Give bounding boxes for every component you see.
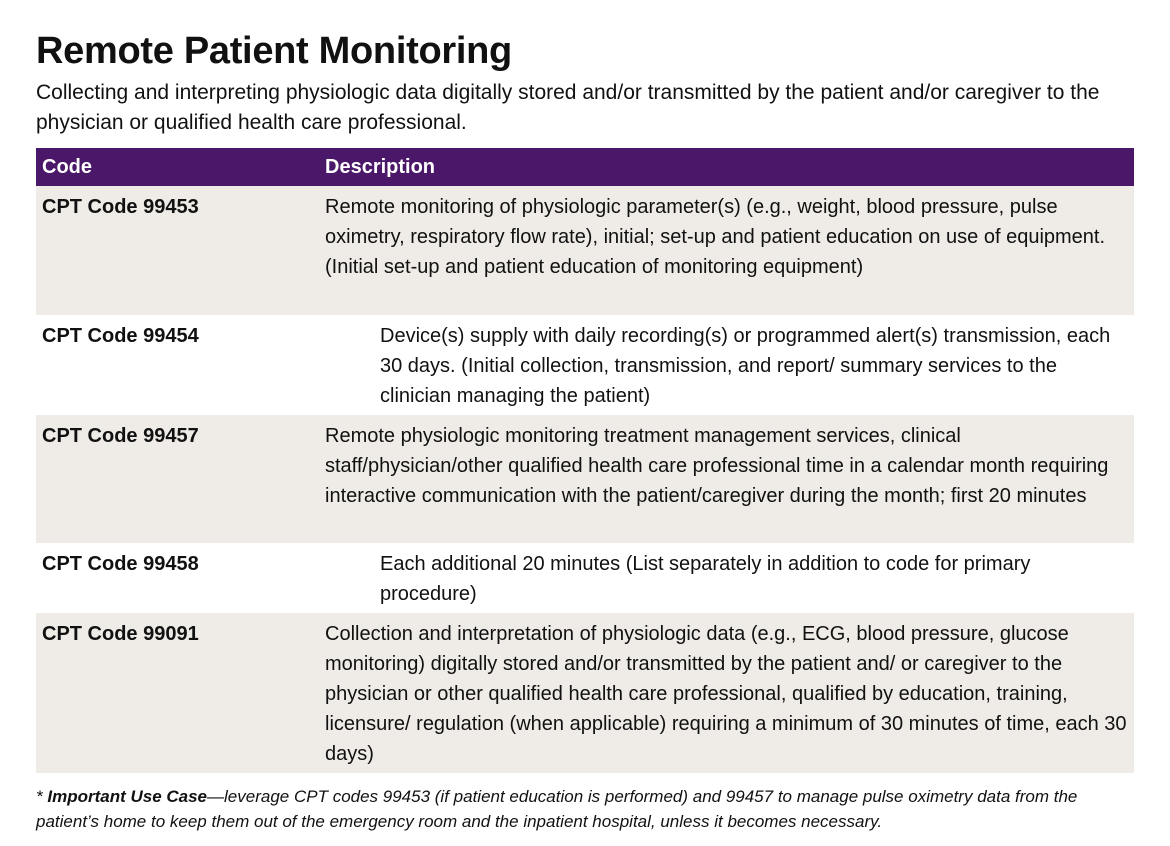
code-cell: CPT Code 99453 — [36, 186, 319, 315]
code-cell: CPT Code 99457 — [36, 415, 319, 543]
table-row: CPT Code 99453 Remote monitoring of physi… — [36, 186, 1134, 315]
header-row: Code Description — [36, 148, 1134, 186]
title: Remote Patient Monitoring — [36, 30, 512, 72]
code-cell: CPT Code 99454 — [42, 325, 199, 347]
footnote-label: Important Use Case — [47, 787, 208, 806]
table-row: CPT Code 99091 Collection and interpretat… — [36, 613, 1134, 773]
description-cell: Device(s) supply with daily recording(s)… — [380, 325, 1111, 407]
code-table: Code Description CPT Code 99453 Remote mo… — [36, 148, 1134, 773]
description-cell: Each additional 20 minutes (List separat… — [380, 553, 1031, 605]
code-cell: CPT Code 99458 — [42, 553, 199, 575]
description-cell: Collection and interpretation of physiol… — [319, 613, 1134, 773]
footnote-text: —leverage CPT codes 99453 (if patient ed… — [36, 787, 1078, 831]
footnote: * Important Use Case—leverage CPT codes … — [36, 784, 1126, 834]
table-row: CPT Code 99454 Device(s) supply with dail… — [36, 315, 1134, 415]
table-row: CPT Code 99458 Each additional 20 minutes… — [36, 543, 1134, 613]
description-cell: Remote monitoring of physiologic paramet… — [319, 186, 1134, 315]
footnote-marker: * — [36, 787, 43, 806]
description-cell: Remote physiologic monitoring treatment … — [319, 415, 1134, 543]
code-cell: CPT Code 99091 — [36, 613, 319, 773]
column-header: Description — [319, 148, 1134, 186]
column-header: Code — [36, 148, 319, 186]
subtitle: Collecting and interpreting physiologic … — [36, 81, 1100, 134]
table-row: CPT Code 99457 Remote physiologic monitor… — [36, 415, 1134, 543]
